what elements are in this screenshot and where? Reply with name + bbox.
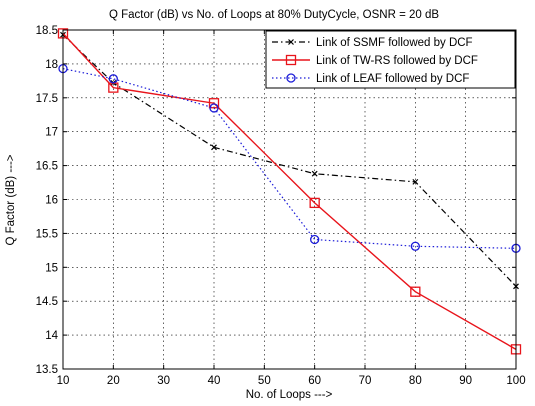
data-point	[410, 286, 421, 297]
series-line	[62, 34, 517, 287]
legend-entry-2: Link of TW-RS followed by DCF	[272, 54, 478, 67]
x-tick-label: 30	[157, 375, 170, 387]
x-tick-label: 70	[359, 375, 372, 387]
y-tick-label: 15	[45, 262, 58, 274]
x-tick-label: 90	[459, 375, 472, 387]
data-point	[310, 234, 320, 245]
data-point	[311, 170, 318, 177]
x-tick-label: 40	[208, 375, 221, 387]
legend-label: Link of TW-RS followed by DCF	[316, 55, 478, 67]
x-tick-label: 10	[57, 375, 70, 387]
data-point	[410, 241, 420, 251]
marker-stroke	[288, 39, 294, 45]
data-point	[108, 74, 118, 84]
legend-entry-1: Link of SSMF followed by DCF	[272, 37, 473, 49]
x-tick-labels: 10 20 30 40 50 60 70 80 90 100	[57, 375, 526, 387]
marker-stroke	[311, 170, 318, 177]
chart-title: Q Factor (dB) vs No. of Loops at 80% Dut…	[109, 9, 439, 21]
legend-label: Link of SSMF followed by DCF	[316, 37, 473, 49]
x-tick-label: 50	[258, 375, 271, 387]
x-tick-label: 100	[506, 375, 525, 387]
legend-entry-3: Link of LEAF followed by DCF	[272, 73, 469, 85]
legend: Link of SSMF followed by DCF Link of TW-R…	[265, 30, 516, 89]
x-tick-label: 20	[107, 375, 120, 387]
data-point	[209, 103, 219, 113]
data-point	[412, 178, 419, 185]
y-tick-label: 14	[45, 330, 58, 342]
y-tick-label: 18	[45, 59, 58, 71]
data-point	[211, 144, 217, 151]
x-tick-label: 60	[308, 375, 321, 387]
marker-stroke	[211, 144, 217, 151]
x-axis-label: No. of Loops --->	[246, 389, 333, 401]
legend-marker	[288, 39, 294, 45]
legend-marker	[285, 54, 297, 66]
y-tick-label: 14.5	[36, 296, 58, 308]
y-tick-labels: 13.5 14 14.5 15 15.5 16 16.5 17 17.5 18 18.5	[36, 25, 59, 376]
y-tick-label: 16.5	[36, 161, 58, 173]
series-layer	[57, 28, 522, 355]
legend-marker	[286, 73, 296, 83]
y-tick-label: 16	[45, 195, 58, 207]
legend-label: Link of LEAF followed by DCF	[316, 73, 469, 85]
x-tick-label: 80	[409, 375, 422, 387]
marker-stroke	[412, 178, 419, 185]
y-tick-label: 15.5	[36, 228, 58, 240]
y-tick-label: 18.5	[36, 25, 58, 37]
series-2	[57, 28, 522, 355]
y-tick-label: 17	[45, 127, 58, 139]
y-axis-label: Q Factor (dB) --->	[5, 154, 17, 245]
series-line	[62, 32, 517, 350]
y-tick-label: 13.5	[36, 364, 58, 376]
data-point	[309, 197, 320, 209]
y-tick-label: 17.5	[36, 93, 58, 105]
